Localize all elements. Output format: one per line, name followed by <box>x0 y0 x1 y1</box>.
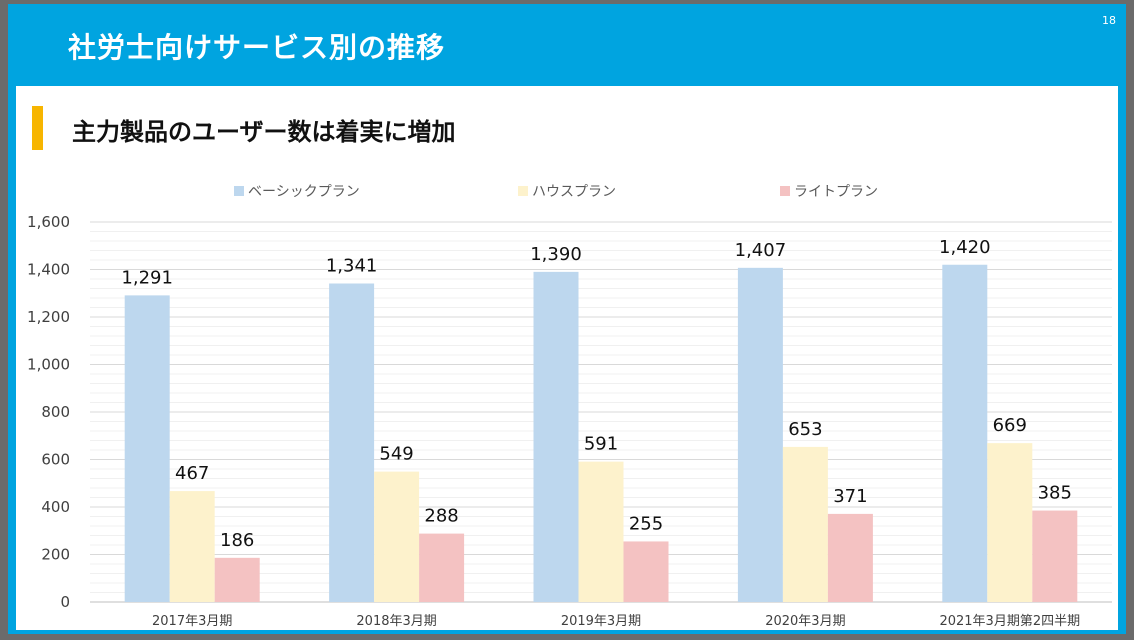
x-category-label: 2020年3月期 <box>765 614 845 629</box>
data-label: 371 <box>833 486 867 507</box>
page-number: 18 <box>1102 14 1116 27</box>
legend-swatch <box>518 186 528 196</box>
bar <box>329 283 375 602</box>
x-category-label: 2019年3月期 <box>561 614 641 629</box>
data-label: 467 <box>175 463 209 484</box>
legend-swatch <box>780 186 790 196</box>
bottom-border-strip <box>8 630 1126 634</box>
y-tick-label: 1,000 <box>27 356 70 374</box>
subtitle-accent-mark <box>32 106 43 150</box>
y-tick-label: 1,400 <box>27 261 70 279</box>
bar <box>124 295 170 602</box>
data-label: 385 <box>1038 483 1072 504</box>
x-category-label: 2017年3月期 <box>152 614 232 629</box>
data-label: 591 <box>584 434 618 455</box>
left-border-strip <box>8 86 16 634</box>
y-tick-label: 600 <box>41 451 70 469</box>
bar <box>533 271 579 602</box>
x-category-label: 2018年3月期 <box>356 614 436 629</box>
y-tick-label: 800 <box>41 403 70 421</box>
bar <box>987 443 1033 602</box>
data-label: 1,420 <box>939 237 991 258</box>
slide: 社労士向けサービス別の推移 18 主力製品のユーザー数は着実に増加 0 200 40… <box>8 4 1126 634</box>
data-label: 1,390 <box>530 244 582 265</box>
slide-title: 社労士向けサービス別の推移 <box>68 31 446 64</box>
y-tick-label: 1,200 <box>27 308 70 326</box>
y-tick-label: 0 <box>60 593 70 611</box>
data-label: 1,291 <box>121 267 173 288</box>
data-label: 255 <box>629 513 663 534</box>
data-label: 1,341 <box>326 256 378 277</box>
slide-subtitle: 主力製品のユーザー数は着実に増加 <box>72 118 456 146</box>
bar <box>214 557 260 602</box>
bar <box>827 513 873 602</box>
y-tick-label: 1,600 <box>27 213 70 231</box>
legend-entry: ベーシックプラン <box>248 184 360 200</box>
data-label: 653 <box>788 419 822 440</box>
data-label: 186 <box>220 530 254 551</box>
data-label: 288 <box>424 506 458 527</box>
bar <box>623 541 669 602</box>
bar <box>578 461 624 602</box>
bar <box>1032 510 1078 602</box>
bar <box>782 446 828 602</box>
x-category-label: 2021年3月期第2四半期 <box>939 614 1080 629</box>
bar <box>737 267 783 602</box>
bar <box>942 264 988 602</box>
bar-chart: 0 200 400 600 800 1,000 1,200 1,400 1,600 1,291 46… <box>27 184 1112 629</box>
legend-entry: ハウスプラン <box>532 184 616 200</box>
header-bar: 社労士向けサービス別の推移 18 <box>8 4 1126 86</box>
legend-entry: ライトプラン <box>794 184 878 200</box>
data-label: 1,407 <box>735 240 787 261</box>
bar <box>374 471 420 602</box>
legend-swatch <box>234 186 244 196</box>
y-tick-label: 200 <box>41 546 70 564</box>
data-label: 669 <box>993 415 1027 436</box>
bar <box>419 533 465 602</box>
y-tick-label: 400 <box>41 498 70 516</box>
data-label: 549 <box>379 444 413 465</box>
bar <box>169 491 215 602</box>
right-border-strip <box>1118 86 1126 634</box>
